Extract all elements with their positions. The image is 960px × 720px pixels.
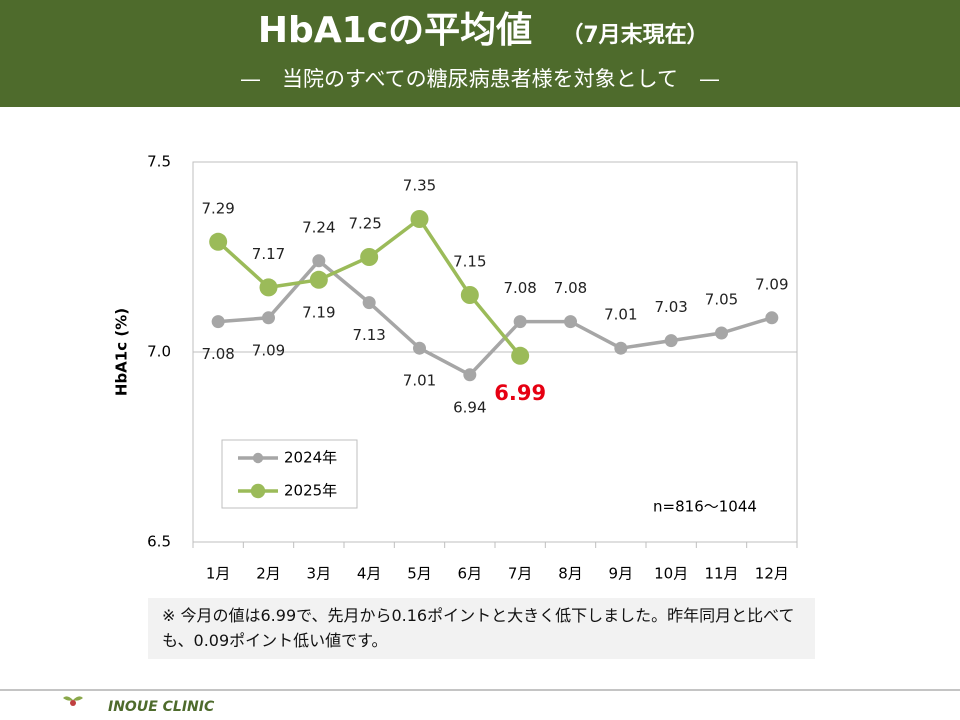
value-label: 7.15 <box>453 253 486 271</box>
x-tick-label: 12月 <box>755 565 789 583</box>
value-label: 7.29 <box>201 199 234 217</box>
value-label: 7.09 <box>252 341 285 359</box>
chart-title: HbA1cの平均値 <box>258 10 532 51</box>
value-label: 7.03 <box>654 298 687 316</box>
value-label: 7.05 <box>705 291 738 309</box>
x-tick-label: 6月 <box>458 565 483 583</box>
y-tick-label: 7.5 <box>147 153 171 171</box>
logo <box>63 696 83 706</box>
data-point <box>413 341 426 355</box>
x-tick-label: 11月 <box>704 565 738 583</box>
data-point <box>209 232 228 251</box>
legend-label: 2024年 <box>284 449 337 467</box>
data-point <box>460 286 479 304</box>
data-point <box>715 326 728 340</box>
data-point <box>664 334 678 348</box>
value-label: 7.35 <box>403 177 436 195</box>
data-point <box>211 315 225 329</box>
value-label: 7.08 <box>201 345 234 363</box>
x-tick-label: 4月 <box>357 565 382 583</box>
data-point <box>513 315 527 329</box>
annotation: n=816～1044 <box>653 498 757 516</box>
data-point <box>511 346 530 365</box>
y-axis-label: HbA1c (%) <box>113 308 131 396</box>
value-label: 7.17 <box>252 245 285 263</box>
subtitle: — 当院のすべての糖尿病患者様を対象として — <box>240 67 720 91</box>
data-point <box>259 278 278 297</box>
legend-marker <box>252 452 264 464</box>
value-label: 7.01 <box>604 306 637 324</box>
footer-text: INOUE CLINIC <box>108 699 215 715</box>
value-label: 7.24 <box>302 218 335 236</box>
value-label: 7.08 <box>503 279 536 297</box>
x-tick-label: 8月 <box>558 565 583 583</box>
y-tick-label: 7.0 <box>147 343 171 361</box>
legend-marker <box>250 483 266 499</box>
value-label: 7.09 <box>755 275 788 293</box>
x-tick-label: 3月 <box>307 565 332 583</box>
x-tick-label: 1月 <box>206 565 231 583</box>
value-label: 7.19 <box>302 303 335 321</box>
value-label: 7.25 <box>348 215 381 233</box>
legend-box <box>221 439 358 509</box>
value-label: 7.13 <box>352 326 385 344</box>
data-point <box>410 210 429 228</box>
data-point <box>309 270 328 289</box>
x-tick-label: 10月 <box>654 565 688 583</box>
x-tick-label: 9月 <box>609 565 634 583</box>
data-point <box>312 254 326 268</box>
y-tick-label: 6.5 <box>147 533 171 551</box>
series-line <box>218 258 773 377</box>
legend-label: 2025年 <box>284 482 337 500</box>
note: ※ 今月の値は6.99で、先月から0.16ポイントと大きく低下しました。昨年同月… <box>148 598 815 659</box>
value-label: 6.94 <box>453 398 486 416</box>
title-note: （7月末現在） <box>561 22 708 48</box>
value-label: 7.08 <box>554 279 587 297</box>
data-point <box>362 296 376 310</box>
data-point <box>463 368 477 382</box>
data-point <box>765 311 779 325</box>
x-tick-label: 7月 <box>508 565 533 583</box>
x-tick-label: 5月 <box>407 565 432 583</box>
value-label: 7.01 <box>403 372 436 390</box>
data-point <box>614 341 628 355</box>
data-point <box>262 311 275 325</box>
data-point <box>360 248 379 266</box>
header-band <box>0 0 960 107</box>
data-point <box>564 315 577 329</box>
x-tick-label: 2月 <box>256 565 281 583</box>
value-label: 6.99 <box>494 381 546 405</box>
